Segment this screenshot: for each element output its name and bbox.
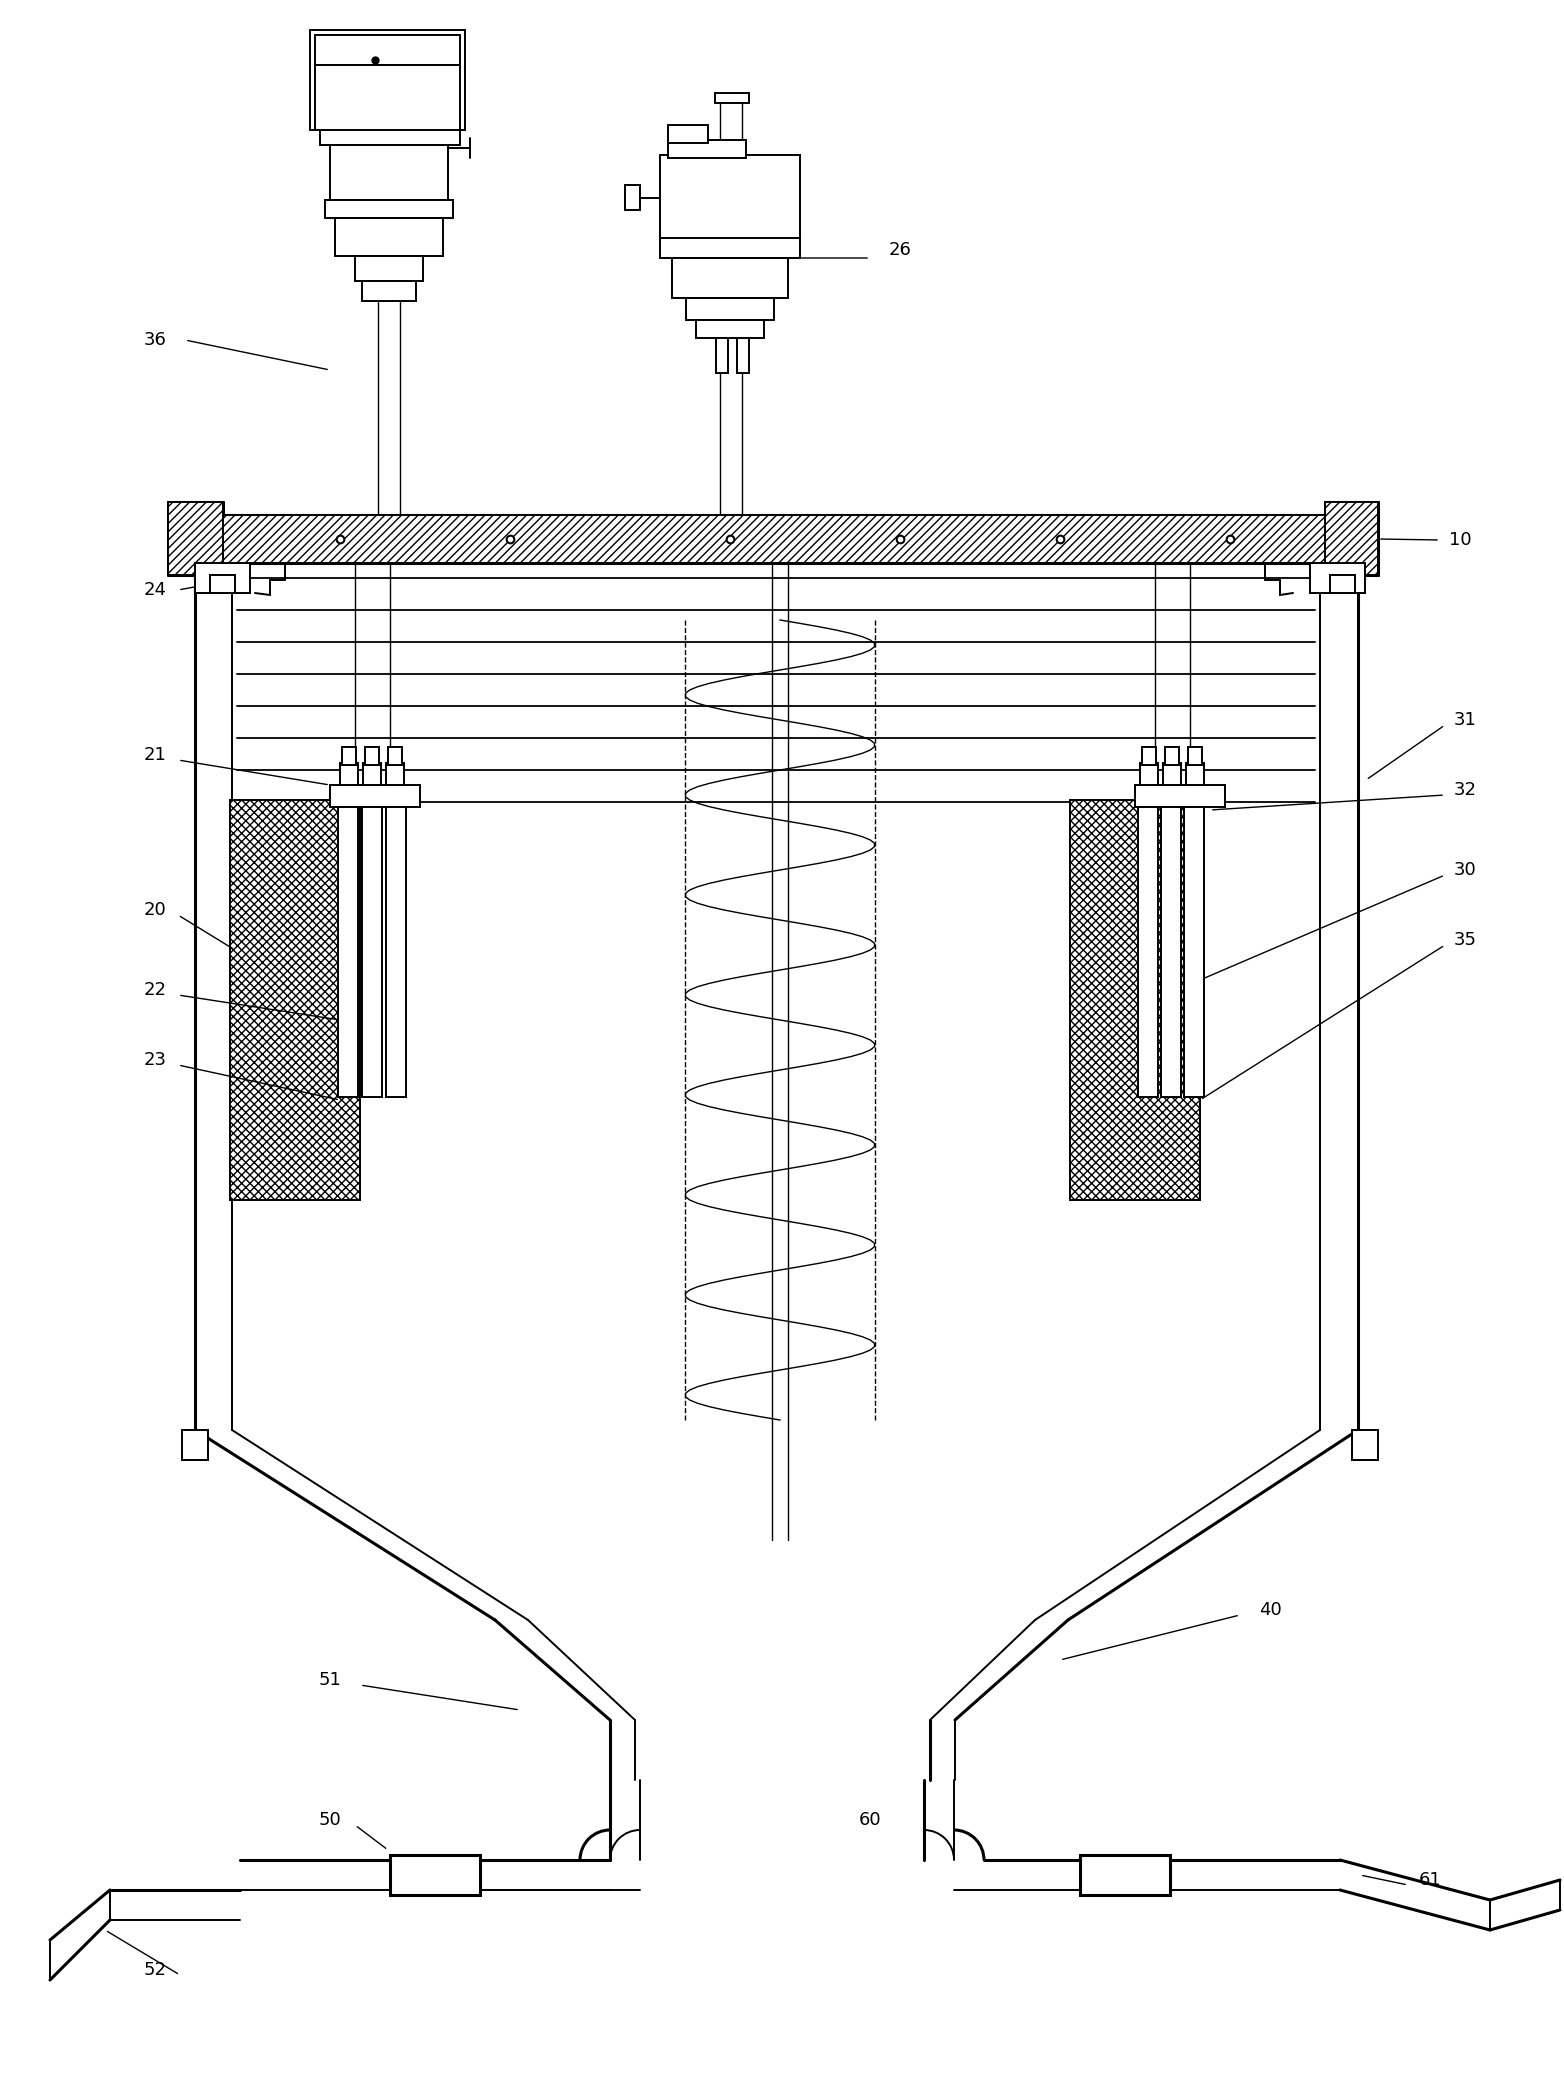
Bar xyxy=(668,126,708,143)
Bar xyxy=(1189,746,1203,765)
Text: 51: 51 xyxy=(319,1671,341,1689)
Bar xyxy=(737,337,749,373)
Bar xyxy=(167,503,224,574)
Bar xyxy=(1351,1429,1378,1461)
Bar xyxy=(1160,807,1181,1096)
Text: 52: 52 xyxy=(144,1962,166,1979)
Text: 21: 21 xyxy=(144,746,166,765)
Text: 36: 36 xyxy=(144,331,166,350)
Bar xyxy=(668,140,746,157)
Text: 10: 10 xyxy=(1448,530,1472,549)
Bar xyxy=(181,1429,208,1461)
Text: 20: 20 xyxy=(144,901,166,918)
Bar xyxy=(361,807,382,1096)
Bar xyxy=(167,516,1378,564)
Text: 26: 26 xyxy=(888,241,912,260)
Bar xyxy=(1135,786,1225,807)
Bar xyxy=(1311,564,1365,593)
Bar xyxy=(660,239,801,258)
Text: 50: 50 xyxy=(319,1811,341,1830)
Text: 40: 40 xyxy=(1259,1601,1281,1618)
Bar xyxy=(388,746,402,765)
Bar xyxy=(210,574,235,593)
Bar xyxy=(389,1855,480,1895)
Bar xyxy=(1329,574,1354,593)
Bar xyxy=(1140,763,1157,786)
Bar xyxy=(696,321,763,337)
Bar xyxy=(339,763,358,786)
Bar xyxy=(687,298,774,321)
Bar xyxy=(1184,807,1204,1096)
Bar xyxy=(230,801,360,1201)
Bar xyxy=(715,92,749,103)
Text: 30: 30 xyxy=(1453,861,1476,878)
Bar xyxy=(626,184,640,210)
Bar xyxy=(330,786,421,807)
Bar xyxy=(314,36,460,65)
Bar xyxy=(343,746,357,765)
Bar xyxy=(1142,746,1156,765)
Bar xyxy=(338,807,358,1096)
Text: 60: 60 xyxy=(859,1811,881,1830)
Bar xyxy=(330,145,447,199)
Bar xyxy=(310,29,465,130)
Bar xyxy=(325,199,454,218)
Bar xyxy=(355,256,422,281)
Text: 24: 24 xyxy=(144,581,166,599)
Bar xyxy=(1070,801,1200,1201)
Bar xyxy=(361,281,416,302)
Bar xyxy=(386,807,407,1096)
Text: 35: 35 xyxy=(1453,931,1476,949)
Bar xyxy=(314,65,460,130)
Bar xyxy=(1164,763,1181,786)
Bar xyxy=(321,126,460,145)
Text: 22: 22 xyxy=(144,981,166,1000)
Bar xyxy=(1186,763,1204,786)
Text: 32: 32 xyxy=(1453,782,1476,799)
Bar xyxy=(1165,746,1179,765)
Bar xyxy=(660,155,801,241)
Bar xyxy=(716,337,727,373)
Bar xyxy=(1139,807,1157,1096)
Bar xyxy=(364,746,378,765)
Bar xyxy=(335,218,443,256)
Bar xyxy=(673,258,788,298)
Bar xyxy=(386,763,404,786)
Bar xyxy=(196,564,250,593)
Bar xyxy=(363,763,382,786)
Text: 61: 61 xyxy=(1419,1872,1442,1888)
Bar xyxy=(1081,1855,1170,1895)
Bar xyxy=(1325,503,1378,574)
Text: 23: 23 xyxy=(144,1050,166,1069)
Text: 31: 31 xyxy=(1453,711,1476,729)
